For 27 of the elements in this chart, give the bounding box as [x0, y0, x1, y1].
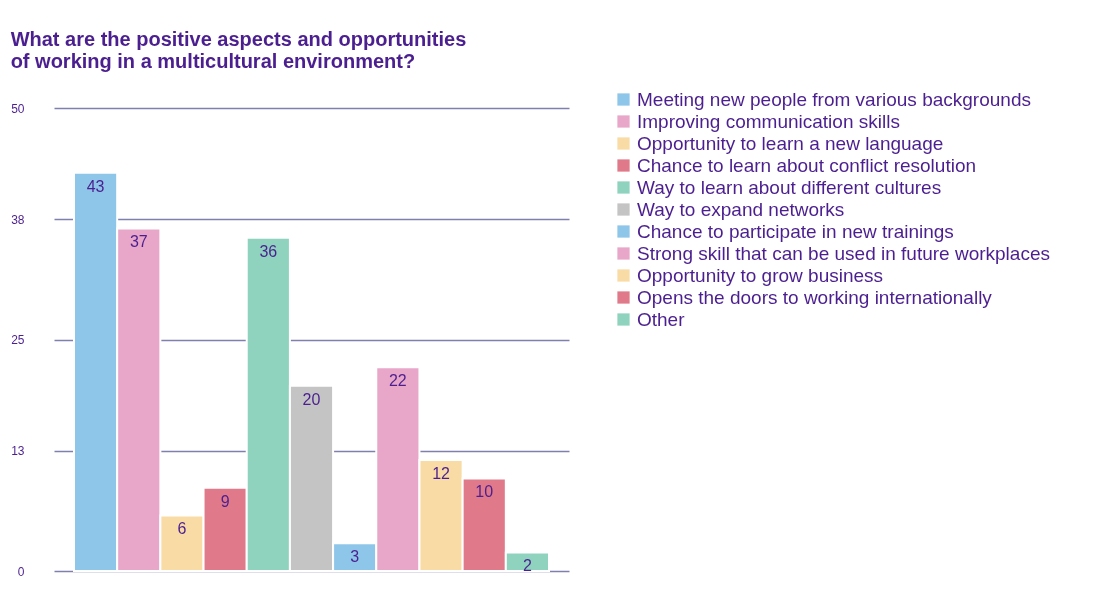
- data-label: 20: [302, 390, 321, 408]
- y-tick-label: 0: [17, 564, 25, 579]
- legend-label: Other: [637, 308, 686, 330]
- legend-label: Opens the doors to working internationally: [637, 286, 993, 308]
- data-label: 36: [259, 242, 278, 260]
- chart-title: What are the positive aspects and opportunities of working in a multicultural environment?: [10, 28, 467, 72]
- legend-label: Improving communication skills: [637, 110, 900, 132]
- legend-label: Strong skill that can be used in future workplaces: [637, 242, 1050, 264]
- legend-label: Way to expand networks: [637, 198, 845, 220]
- y-tick-label: 25: [11, 333, 25, 347]
- data-label: 12: [432, 464, 451, 482]
- legend-label: Meeting new people from various backgrounds: [637, 88, 1031, 110]
- legend-label: Chance to participate in new trainings: [637, 220, 954, 242]
- data-label: 6: [177, 520, 187, 538]
- data-label: 22: [388, 372, 407, 390]
- legend-label: Opportunity to learn a new language: [637, 132, 944, 154]
- data-label: 10: [475, 483, 494, 501]
- data-label: 37: [129, 233, 148, 251]
- legend-label: Opportunity to grow business: [637, 264, 884, 286]
- y-tick-label: 50: [11, 101, 25, 116]
- data-label: 43: [86, 177, 105, 195]
- y-tick-label: 38: [11, 212, 25, 227]
- data-label: 3: [350, 548, 360, 566]
- legend-label: Chance to learn about conflict resolution: [637, 154, 977, 176]
- legend-label: Way to learn about different cultures: [637, 176, 942, 198]
- data-label: 9: [220, 492, 230, 510]
- y-tick-label: 13: [11, 444, 25, 459]
